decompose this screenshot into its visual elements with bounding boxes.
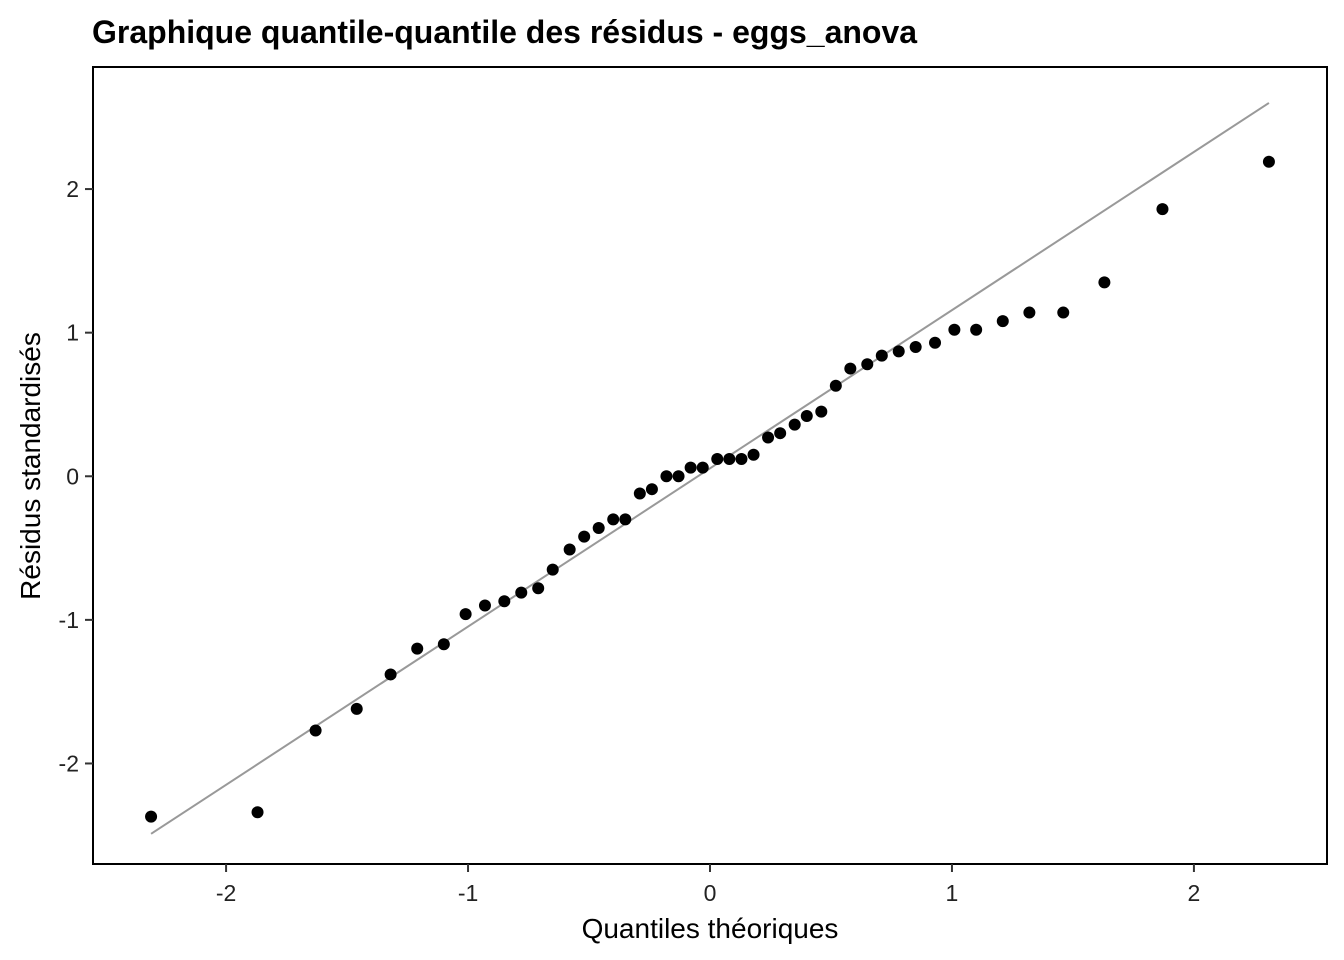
data-point (645, 483, 658, 496)
data-point (563, 543, 576, 556)
x-tick-label: 0 (704, 880, 717, 906)
data-point (578, 530, 591, 543)
data-point (723, 453, 736, 466)
data-point (711, 453, 724, 466)
data-point (788, 418, 801, 431)
data-point (532, 582, 545, 595)
y-tick-label: -2 (59, 750, 79, 776)
data-point (384, 668, 397, 681)
data-point (684, 461, 697, 474)
x-tick-label: 1 (946, 880, 959, 906)
data-point (948, 323, 961, 336)
data-point (861, 358, 874, 371)
data-point (875, 349, 888, 362)
x-axis-label: Quantiles théoriques (582, 913, 839, 944)
data-point (892, 345, 905, 358)
data-point (619, 513, 632, 526)
data-point (437, 638, 450, 651)
data-point (251, 806, 264, 819)
data-point (459, 608, 472, 621)
data-point (815, 405, 828, 418)
data-point (546, 563, 559, 576)
data-point (1156, 203, 1169, 216)
y-tick-label: 1 (66, 320, 79, 346)
x-tick-label: -2 (216, 880, 236, 906)
data-point (996, 315, 1009, 328)
data-point (350, 702, 363, 715)
data-point (145, 810, 158, 823)
data-point (309, 724, 322, 737)
data-point (498, 595, 511, 608)
data-point (515, 586, 528, 599)
data-point (970, 323, 983, 336)
data-point (774, 427, 787, 440)
x-tick-label: 2 (1188, 880, 1201, 906)
data-point (747, 448, 760, 461)
data-point (478, 599, 491, 612)
data-point (929, 336, 942, 349)
data-point (1057, 306, 1070, 319)
data-point (829, 379, 842, 392)
data-point (762, 431, 775, 444)
y-tick-label: 0 (66, 463, 79, 489)
data-point (660, 470, 673, 483)
data-points (145, 155, 1275, 823)
y-tick-label: -1 (59, 607, 79, 633)
x-tick-label: -1 (458, 880, 478, 906)
data-point (672, 470, 685, 483)
y-axis: -2 -1 0 1 2 (59, 176, 93, 776)
chart-title: Graphique quantile-quantile des résidus … (92, 14, 917, 50)
data-point (1023, 306, 1036, 319)
data-point (735, 453, 748, 466)
x-axis: -2 -1 0 1 2 (216, 864, 1200, 906)
reference-line (150, 102, 1270, 835)
data-point (411, 642, 424, 655)
y-tick-label: 2 (66, 176, 79, 202)
data-point (1262, 155, 1275, 168)
data-point (696, 461, 709, 474)
data-point (800, 409, 813, 422)
data-point (909, 341, 922, 354)
data-point (592, 521, 605, 534)
data-point (844, 362, 857, 375)
data-point (633, 487, 646, 500)
data-point (607, 513, 620, 526)
y-axis-label: Résidus standardisés (15, 332, 46, 600)
data-point (1098, 276, 1111, 289)
